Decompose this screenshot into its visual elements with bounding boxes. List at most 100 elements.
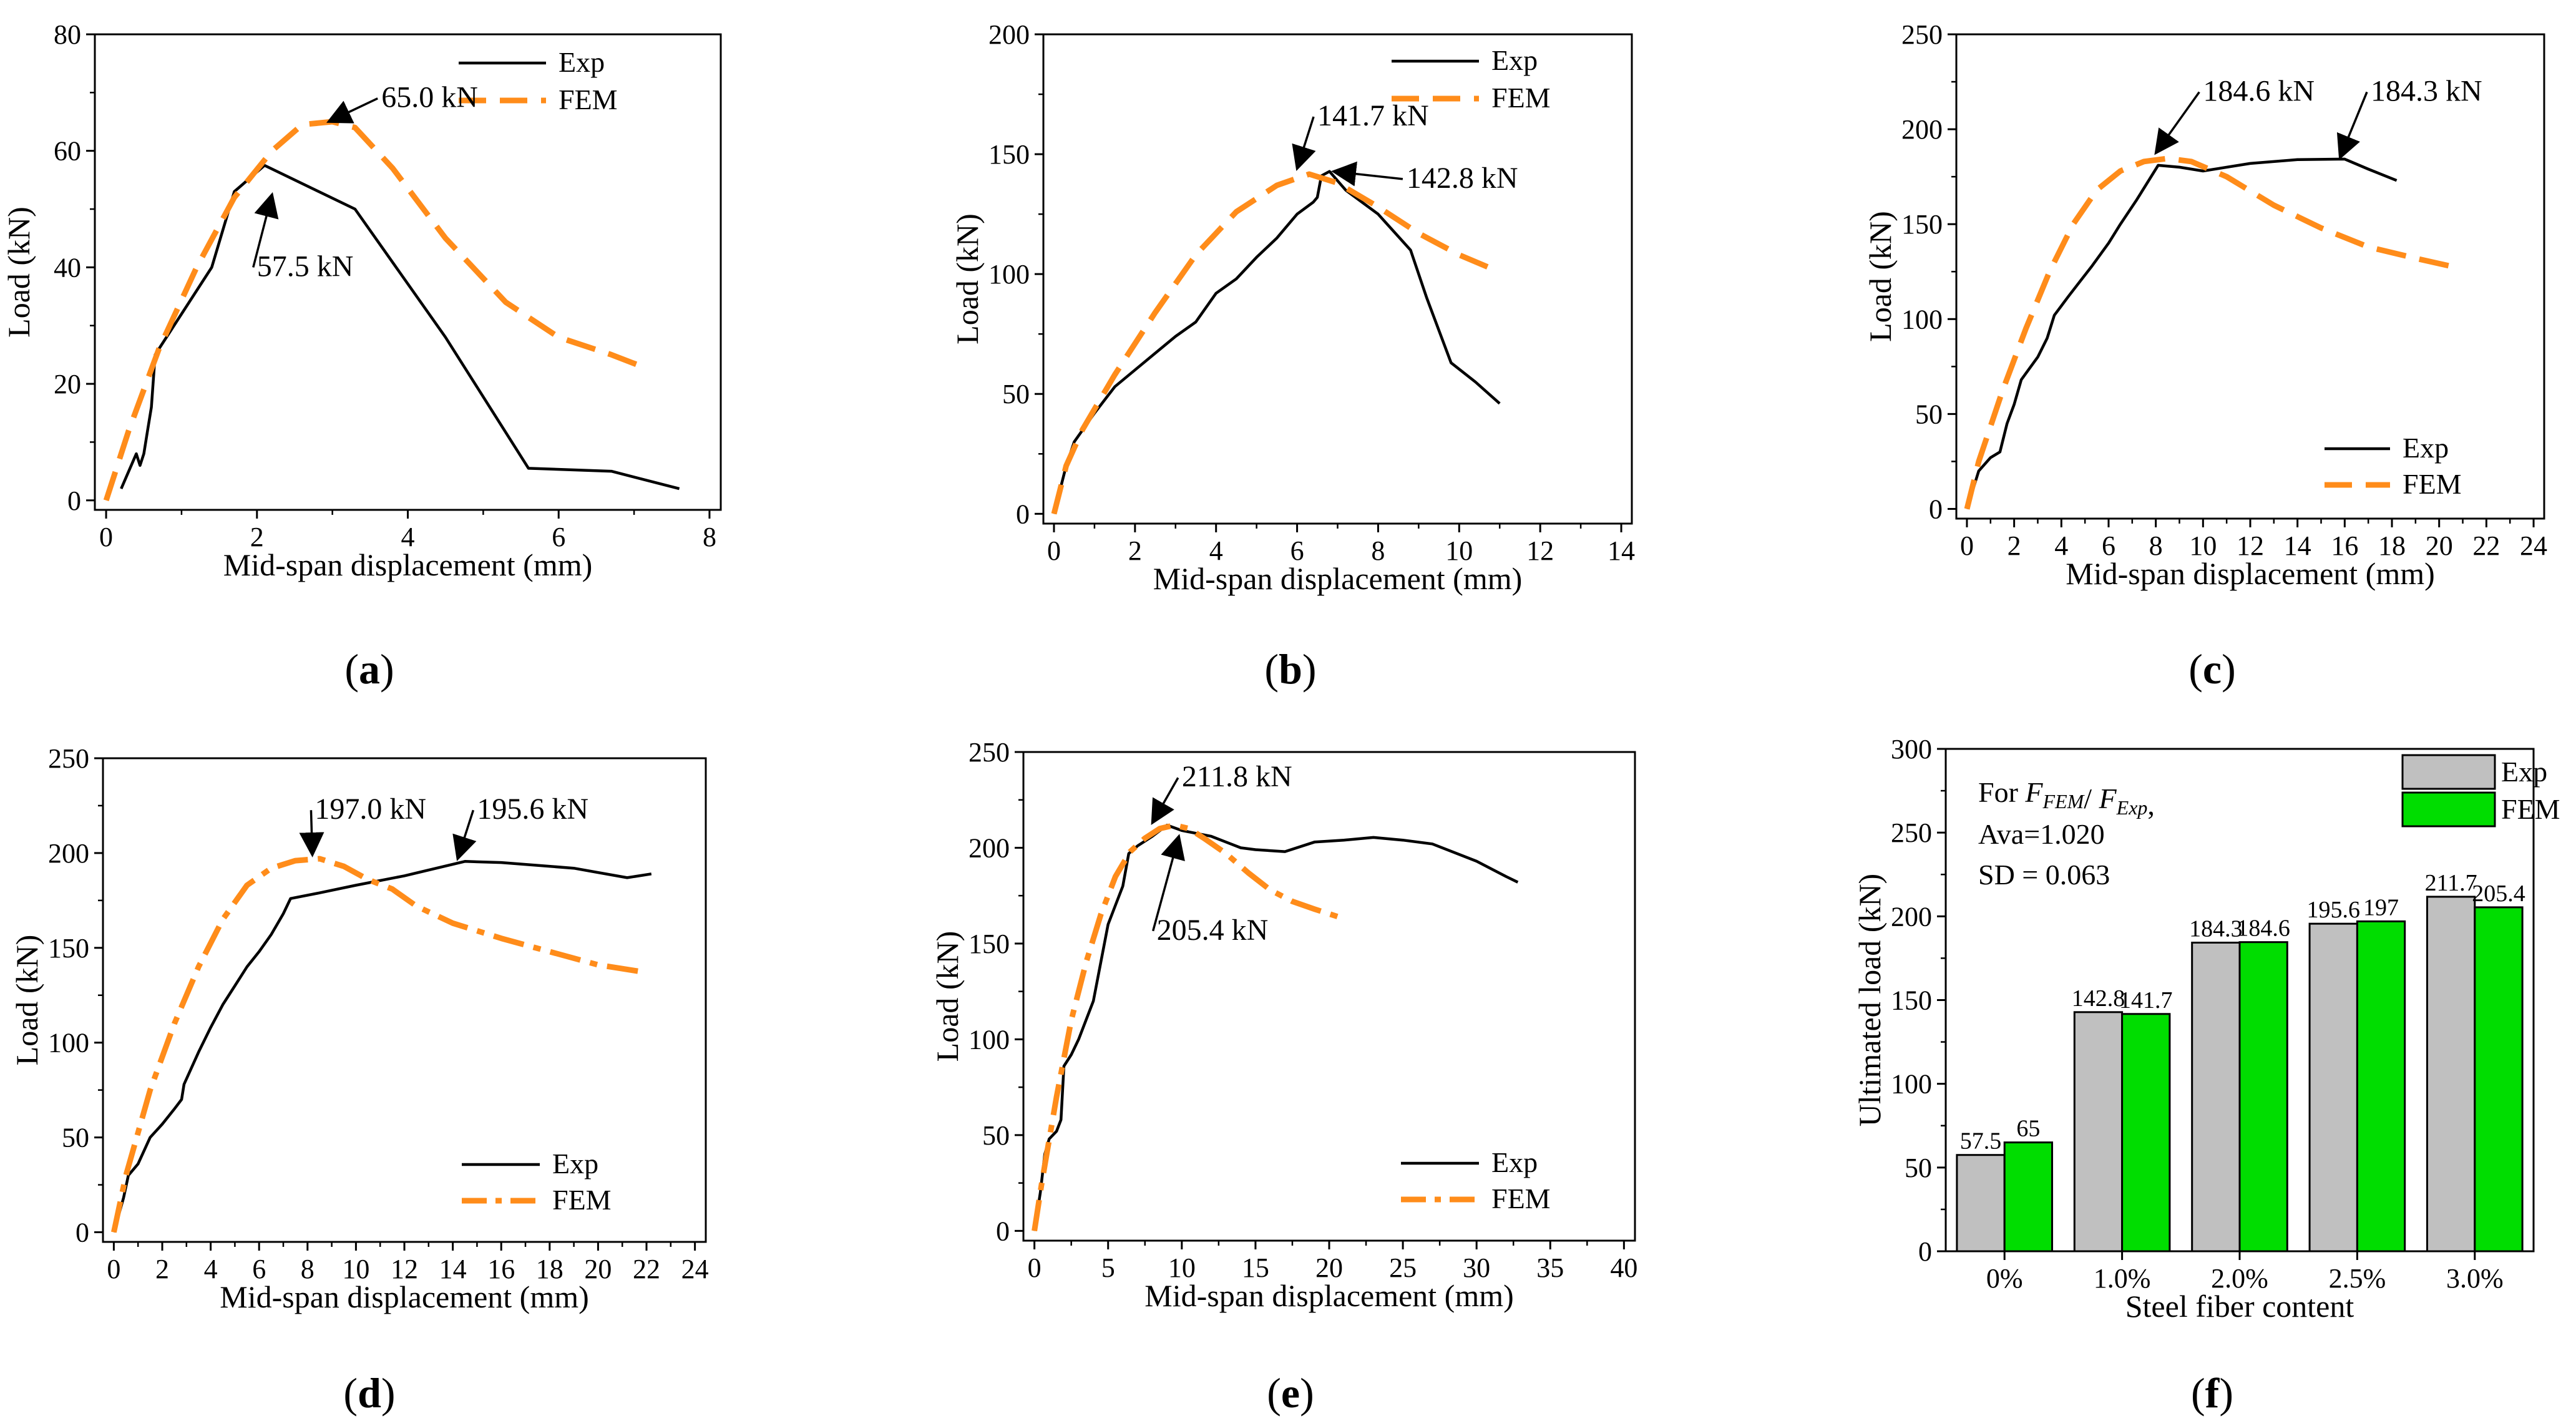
panel-label-close: ) [380, 645, 394, 693]
panel-label-letter: b [1279, 645, 1302, 693]
legend-label-fem-a: FEM [559, 84, 618, 115]
series-line-exp-b [1052, 170, 1501, 514]
annotation-arrow-a [252, 192, 279, 268]
y-tick-label-e: 100 [968, 1024, 1010, 1055]
x-axis-label-e: Mid-span displacement (mm) [1144, 1278, 1514, 1313]
panel-label-letter: c [2203, 645, 2222, 693]
panel-f: 0 50 100 150 200 250 300 Steel fiber content Ult… [1852, 734, 2560, 1417]
x-tick-label-b: 6 [1290, 535, 1304, 566]
annotation-label-a: 57.5 kN [257, 250, 354, 283]
x-tick-label-c: 4 [2054, 530, 2068, 561]
bar-value-label-exp: 57.5 [1960, 1128, 2002, 1155]
y-tick-label-d: 50 [62, 1123, 89, 1153]
x-axis-label-d: Mid-span displacement (mm) [220, 1279, 589, 1314]
y-tick-label-a: 40 [54, 252, 81, 283]
plot-frame-e [1022, 751, 1636, 1242]
panel-label-open: ( [344, 645, 359, 693]
y-tick-label-a: 20 [54, 369, 81, 399]
x-tick-label-d: 14 [439, 1254, 467, 1284]
x-tick-label-c: 6 [2102, 530, 2115, 561]
annotation-arrow-b [1331, 161, 1403, 187]
annotation-arrow-e [1151, 834, 1185, 932]
ratio-note-part: / [2084, 783, 2099, 814]
bar-value-label-exp: 195.6 [2306, 897, 2360, 923]
annotation-label-e: 211.8 kN [1182, 760, 1292, 793]
y-tick-label-d: 250 [48, 743, 89, 774]
bar-value-label-fem: 65 [2016, 1116, 2040, 1142]
bar-exp-2 [2191, 941, 2241, 1253]
y-axis-label-a: Load (kN) [1, 207, 36, 338]
y-tick-label-a: 0 [67, 486, 81, 516]
y-tick-label-d: 0 [76, 1218, 89, 1248]
series-line-fem-d [110, 856, 647, 1233]
legend-label-fem-d: FEM [552, 1184, 612, 1216]
x-tick-label-d: 4 [204, 1254, 218, 1284]
legend-swatch-exp-f [2401, 754, 2496, 790]
annotation-label-d: 195.6 kN [477, 793, 588, 826]
x-tick-label-c: 2 [2008, 530, 2021, 561]
x-tick-label-d: 12 [391, 1254, 418, 1284]
panel-label-letter: e [1281, 1369, 1300, 1417]
x-tick-label-d: 0 [107, 1254, 120, 1284]
y-tick-label-e: 250 [968, 737, 1010, 768]
x-tick-label-d: 10 [342, 1254, 369, 1284]
category-label-f: 3.0% [2446, 1263, 2504, 1294]
panel-label-close: ) [381, 1369, 396, 1417]
legend-label-exp-c: Exp [2403, 432, 2449, 464]
bar-value-label-fem: 197 [2363, 894, 2399, 921]
x-tick-label-d: 2 [155, 1254, 169, 1284]
ratio-note-sd: SD = 0.063 [1978, 859, 2110, 891]
y-axis-label-f: Ultimated load (kN) [1852, 874, 1887, 1126]
bar-fem-0 [2003, 1141, 2054, 1253]
x-tick-label-c: 24 [2520, 530, 2547, 561]
x-tick-label-e: 0 [1028, 1253, 1042, 1283]
bar-exp-3 [2308, 922, 2358, 1253]
panel-label-f: (f) [2191, 1369, 2233, 1417]
series-line-exp-a [120, 164, 680, 491]
bar-exp-1 [2073, 1011, 2124, 1253]
ratio-note-part: , [2147, 789, 2155, 821]
panel-label-close: ) [1300, 1369, 1314, 1417]
legend-label-exp-a: Exp [559, 46, 605, 78]
x-tick-label-c: 12 [2237, 530, 2264, 561]
x-axis-label-f: Steel fiber content [2125, 1289, 2354, 1324]
x-tick-label-c: 0 [1960, 530, 1974, 561]
y-axis-label-b: Load (kN) [950, 213, 985, 344]
annotation-label-a: 65.0 kN [381, 81, 478, 114]
panel-label-open: ( [2188, 645, 2203, 693]
legend-label-fem-c: FEM [2403, 468, 2462, 500]
annotation-arrow-d [299, 810, 324, 857]
annotation-arrow-e [1151, 777, 1179, 826]
y-tick-label-d: 100 [48, 1028, 89, 1058]
x-tick-label-b: 0 [1047, 535, 1061, 566]
y-tick-label-c: 50 [1915, 399, 1943, 429]
legend-label-exp-f: Exp [2501, 756, 2547, 788]
plot-frame-d [102, 757, 707, 1243]
y-tick-label-c: 100 [1901, 304, 1943, 335]
panel-label-b: (b) [1264, 645, 1316, 693]
y-tick-label-a: 60 [54, 136, 81, 167]
annotation-arrow-d [452, 809, 477, 861]
category-label-f: 0% [1986, 1263, 2023, 1294]
y-tick-label-d: 200 [48, 838, 89, 869]
annotation-label-c: 184.6 kN [2203, 74, 2315, 107]
ratio-note-part: Exp [2116, 796, 2148, 819]
y-axis-label-e: Load (kN) [930, 931, 965, 1062]
x-tick-label-a: 2 [250, 522, 264, 552]
legend-label-fem-f: FEM [2501, 793, 2560, 825]
x-tick-label-a: 4 [401, 522, 415, 552]
series-line-exp-c [1965, 157, 2398, 510]
panel-label-open: ( [343, 1369, 358, 1417]
y-tick-label-a: 80 [54, 19, 81, 50]
bar-value-label-fem: 141.7 [2119, 987, 2173, 1013]
x-tick-label-d: 6 [252, 1254, 266, 1284]
x-tick-label-a: 8 [703, 522, 716, 552]
panel-label-letter: a [359, 645, 380, 693]
x-axis-label-b: Mid-span displacement (mm) [1153, 561, 1523, 596]
bar-fem-1 [2121, 1013, 2171, 1253]
annotation-arrow-c [2154, 91, 2200, 155]
x-tick-label-c: 16 [2331, 530, 2358, 561]
y-tick-label-f: 0 [1918, 1236, 1932, 1267]
ratio-note-average: Ava=1.020 [1978, 818, 2105, 850]
y-tick-label-f: 100 [1891, 1069, 1932, 1100]
